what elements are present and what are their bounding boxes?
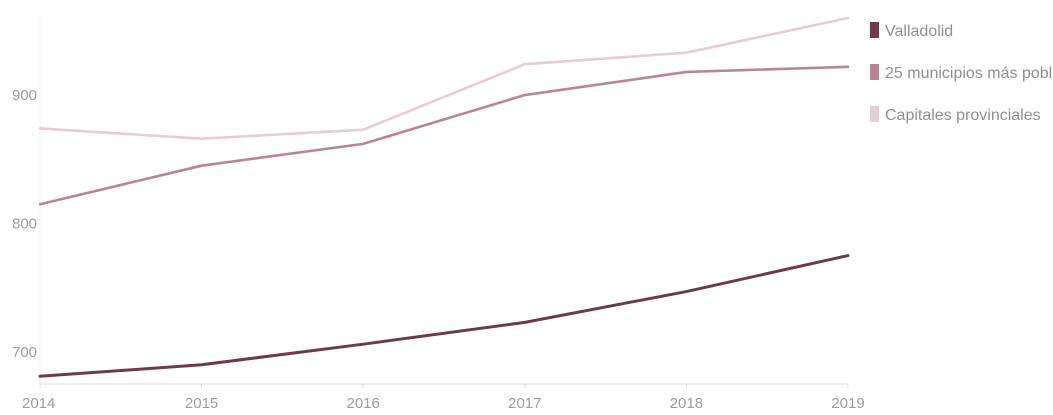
legend-label: Valladolid (885, 23, 953, 40)
legend-swatch (870, 64, 879, 80)
series-line-3 (38, 16, 850, 141)
y-axis: 700 800 900 (12, 18, 41, 384)
x-tick-label: 2019 (831, 395, 864, 412)
legend-label: 25 municipios más poblados (885, 65, 1053, 82)
y-tick-label: 800 (12, 215, 37, 232)
legend-swatch (870, 22, 879, 38)
x-tick-label: 2018 (670, 395, 703, 412)
series-line-1 (38, 254, 850, 378)
x-tick-label: 2017 (508, 395, 541, 412)
series-lines (38, 16, 850, 378)
x-tick-label: 2016 (347, 395, 380, 412)
legend-swatch (870, 106, 879, 122)
x-tick-label: 2014 (22, 395, 55, 412)
legend: Valladolid 25 municipios más poblados Capi… (870, 22, 1053, 124)
series-line-2 (38, 65, 850, 206)
legend-label: Capitales provinciales (885, 107, 1041, 124)
y-tick-label: 900 (12, 87, 37, 104)
x-axis: 2014 2015 2016 2017 2018 2019 (22, 383, 865, 412)
x-tick-label: 2015 (185, 395, 218, 412)
y-tick-label: 700 (12, 344, 37, 361)
